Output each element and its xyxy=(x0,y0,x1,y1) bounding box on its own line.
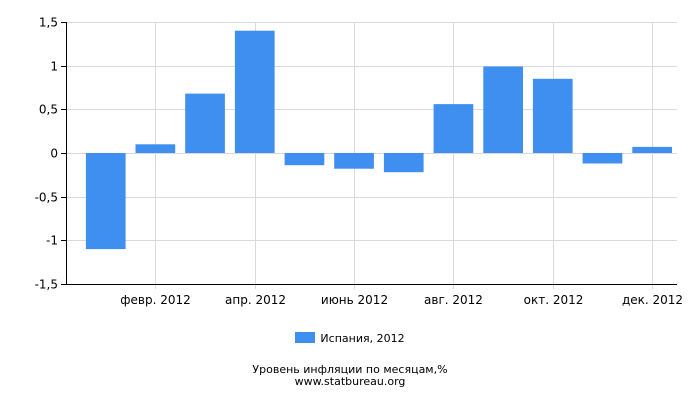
x-tick-label: апр. 2012 xyxy=(225,293,286,307)
bar xyxy=(334,153,374,169)
x-tick-label: авг. 2012 xyxy=(424,293,483,307)
x-tick-label: окт. 2012 xyxy=(524,293,584,307)
bar xyxy=(582,153,623,164)
axes xyxy=(61,22,677,285)
bar xyxy=(483,66,523,153)
y-tick-label: 1,5 xyxy=(39,16,58,30)
x-tick-label: дек. 2012 xyxy=(622,293,683,307)
y-tick-label: -0,5 xyxy=(35,191,58,205)
bar xyxy=(135,144,176,153)
bar xyxy=(632,146,672,153)
bar xyxy=(532,78,573,153)
chart-caption: Уровень инфляции по месяцам,% xyxy=(252,363,448,376)
bar xyxy=(85,153,126,250)
y-tick-label: 0 xyxy=(50,147,58,161)
grid-lines xyxy=(66,22,677,289)
bar xyxy=(185,93,225,153)
legend: Испания, 2012 xyxy=(0,332,700,345)
bar xyxy=(234,30,275,154)
x-tick-label: июнь 2012 xyxy=(321,293,388,307)
bar xyxy=(433,104,474,153)
y-tick-label: 0,5 xyxy=(39,103,58,117)
y-tick-label: -1 xyxy=(46,234,58,248)
bar-chart: -1,5 -1 -0,5 0 0,5 1 1,5 февр. 2012 апр. 2012 июн… xyxy=(35,16,683,308)
y-tick-label: 1 xyxy=(50,60,58,74)
source-url: www.statbureau.org xyxy=(294,375,406,388)
bar xyxy=(383,153,424,173)
bar xyxy=(284,153,325,166)
legend-swatch xyxy=(295,332,316,343)
y-tick-label: -1,5 xyxy=(35,278,58,292)
x-tick-label: февр. 2012 xyxy=(120,293,191,307)
legend-label: Испания, 2012 xyxy=(320,332,405,345)
tick-labels: -1,5 -1 -0,5 0 0,5 1 1,5 февр. 2012 апр. 2012 июн… xyxy=(35,16,683,308)
bars xyxy=(85,30,672,250)
